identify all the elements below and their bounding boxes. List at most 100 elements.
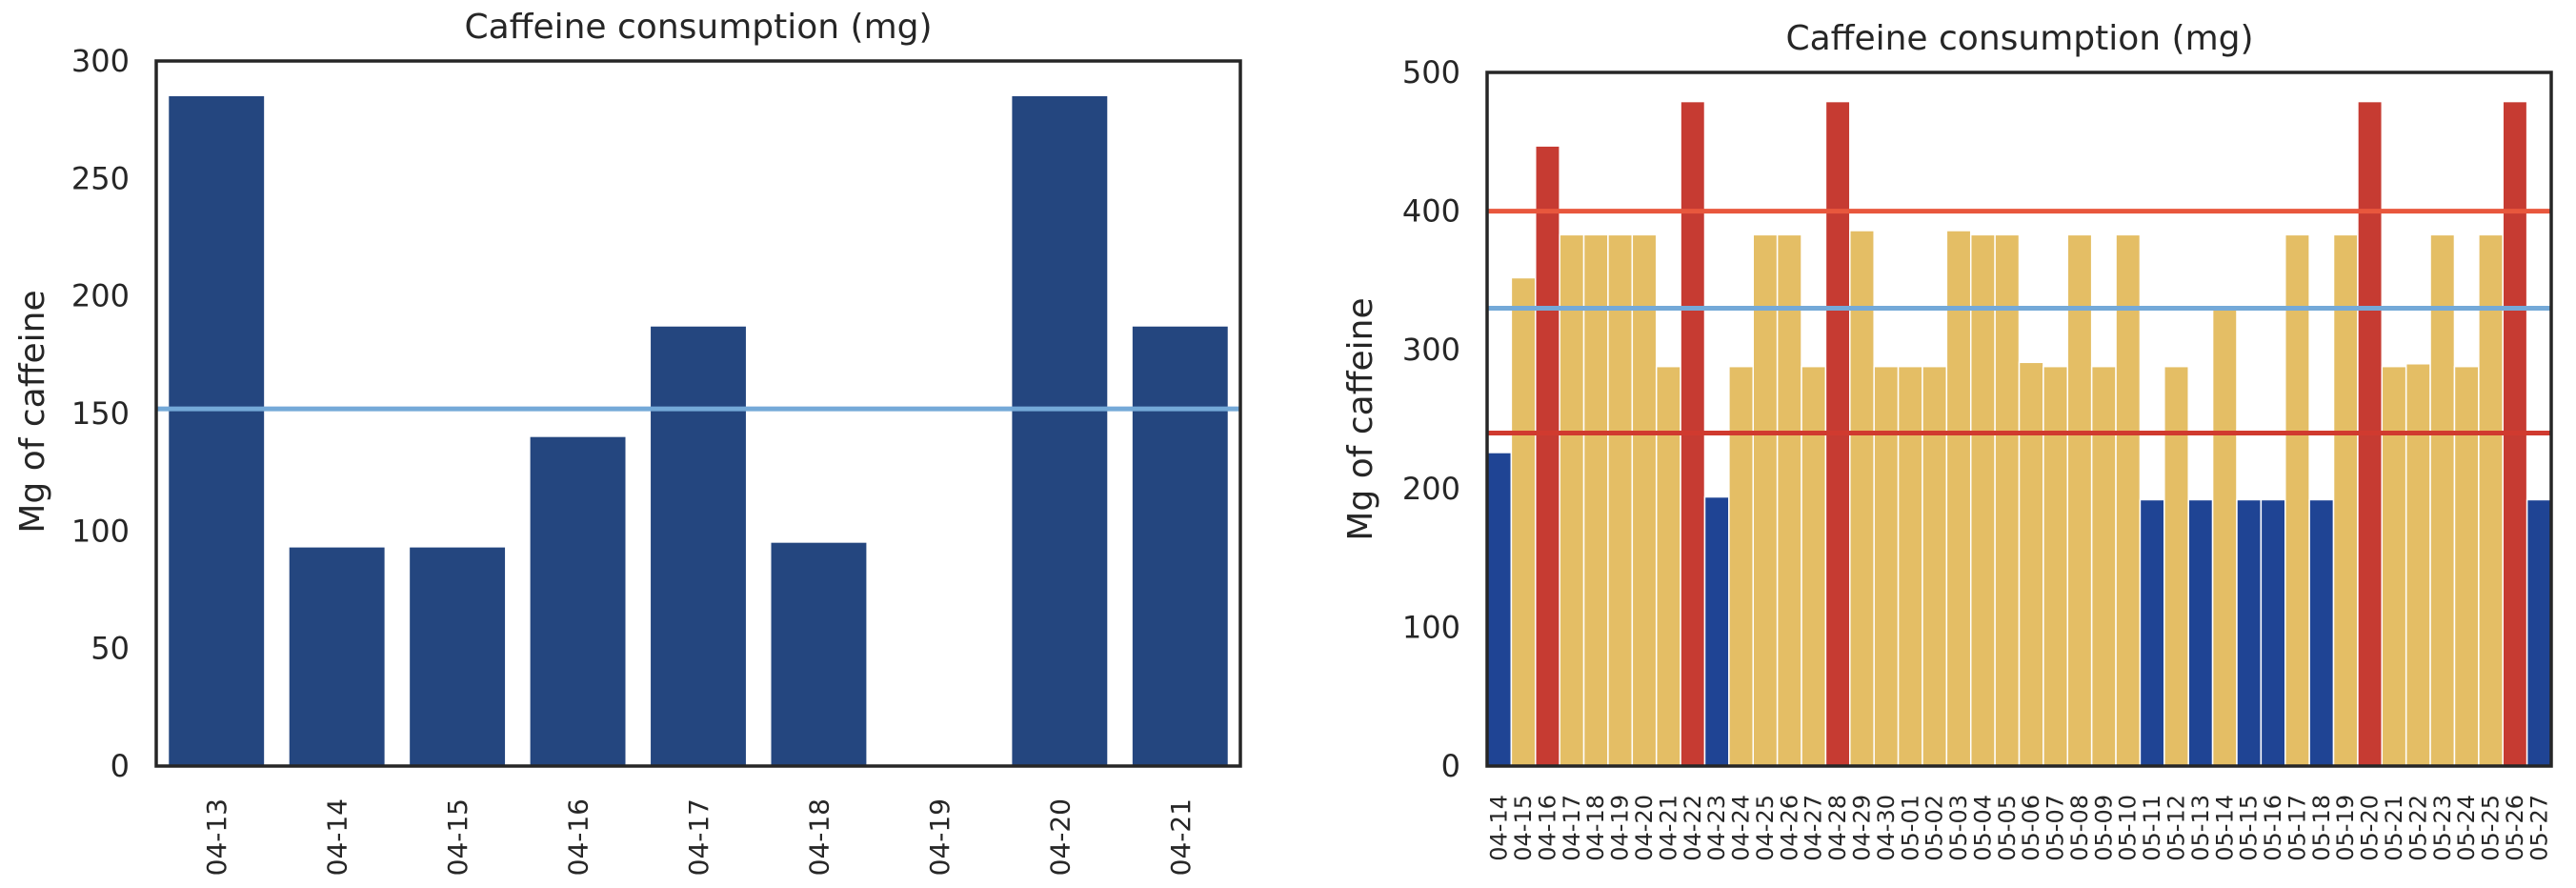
chart-left-ylabel: Mg of caffeine xyxy=(13,290,52,533)
bar-04-24 xyxy=(1728,365,1755,767)
bar-05-07 xyxy=(2043,365,2069,767)
x-tick-label: 04-22 xyxy=(1680,795,1706,861)
y-tick-label: 100 xyxy=(71,513,130,549)
x-tick-label: 05-23 xyxy=(2429,795,2456,861)
x-tick-label: 04-29 xyxy=(1848,795,1875,861)
x-tick-label: 05-02 xyxy=(1922,795,1948,861)
bar-04-29 xyxy=(1849,230,1875,767)
bar-05-04 xyxy=(1969,233,1996,767)
chart-left-title: Caffeine consumption (mg) xyxy=(464,8,932,47)
y-tick-label: 200 xyxy=(1402,471,1460,507)
bar-05-10 xyxy=(2115,233,2142,767)
bar-04-21 xyxy=(1132,326,1228,766)
x-tick-label: 05-13 xyxy=(2187,795,2214,861)
x-tick-label: 05-10 xyxy=(2115,795,2142,861)
x-tick-label: 05-24 xyxy=(2453,795,2480,861)
bar-04-19 xyxy=(1607,233,1634,767)
y-tick-label: 400 xyxy=(1402,193,1460,230)
bar-04-14 xyxy=(289,547,385,766)
x-tick-label: 05-19 xyxy=(2332,795,2359,861)
x-tick-label: 05-21 xyxy=(2381,795,2407,861)
x-tick-label: 05-22 xyxy=(2405,795,2431,861)
x-tick-label: 05-12 xyxy=(2163,795,2190,861)
bar-05-01 xyxy=(1897,365,1923,767)
bar-04-27 xyxy=(1801,365,1827,767)
bar-04-17 xyxy=(651,326,746,766)
x-tick-label: 04-19 xyxy=(924,798,956,876)
x-tick-label: 04-26 xyxy=(1776,795,1802,861)
bar-04-13 xyxy=(169,96,265,766)
bar-05-05 xyxy=(1994,233,2021,767)
chart-right-ylabel: Mg of caffeine xyxy=(1341,297,1380,540)
bar-04-23 xyxy=(1703,495,1730,767)
x-tick-label: 04-15 xyxy=(442,798,473,876)
x-tick-label: 05-17 xyxy=(2284,795,2310,861)
bar-05-12 xyxy=(2163,365,2189,767)
bar-05-27 xyxy=(2526,498,2552,767)
bar-04-16 xyxy=(1535,145,1560,767)
x-tick-label: 05-15 xyxy=(2236,795,2263,861)
chart-right-plot-area: 010020030040050004-1404-1504-1604-1704-1… xyxy=(1402,54,2553,861)
y-tick-label: 0 xyxy=(111,748,130,784)
x-tick-label: 05-26 xyxy=(2502,795,2528,861)
x-tick-label: 04-16 xyxy=(1534,795,1560,861)
x-tick-label: 04-24 xyxy=(1728,795,1755,861)
bar-05-06 xyxy=(2018,361,2044,767)
x-tick-label: 04-16 xyxy=(563,798,594,876)
x-tick-label: 04-14 xyxy=(1486,795,1513,861)
chart-left-plot-area: 0 50 100 150 200 250 300 04-13 04-14 04-15 04-16 04… xyxy=(71,43,1242,876)
bar-05-13 xyxy=(2187,498,2214,767)
bar-05-02 xyxy=(1922,365,1948,767)
bar-05-25 xyxy=(2478,233,2504,767)
bar-04-17 xyxy=(1559,233,1585,767)
x-tick-label: 05-05 xyxy=(1994,795,2021,861)
x-tick-label: 04-17 xyxy=(683,798,714,876)
bar-04-25 xyxy=(1752,233,1779,767)
x-tick-label: 04-28 xyxy=(1824,795,1851,861)
x-tick-label: 04-14 xyxy=(322,798,353,876)
x-tick-label: 04-18 xyxy=(803,798,835,876)
y-tick-label: 200 xyxy=(71,278,130,314)
x-tick-label: 04-20 xyxy=(1631,795,1658,861)
x-tick-label: 05-16 xyxy=(2260,795,2286,861)
y-tick-label: 250 xyxy=(71,160,130,196)
chart-left: Caffeine consumption (mg) Mg of caffeine… xyxy=(13,8,1242,876)
bar-04-26 xyxy=(1776,233,1802,767)
bar-05-09 xyxy=(2090,365,2117,767)
bar-05-21 xyxy=(2381,365,2407,767)
bar-05-03 xyxy=(1945,230,1972,767)
bar-05-15 xyxy=(2236,498,2263,767)
x-tick-label: 04-18 xyxy=(1582,795,1609,861)
x-tick-label: 05-01 xyxy=(1897,795,1923,861)
x-tick-label: 05-04 xyxy=(1969,795,1996,861)
x-tick-label: 04-17 xyxy=(1559,795,1585,861)
chart-right: Caffeine consumption (mg) Mg of caffeine… xyxy=(1341,19,2553,861)
y-tick-label: 150 xyxy=(71,395,130,432)
x-tick-label: 04-25 xyxy=(1752,795,1779,861)
x-tick-label: 04-20 xyxy=(1044,798,1076,876)
x-tick-label: 05-09 xyxy=(2090,795,2117,861)
x-tick-label: 04-30 xyxy=(1873,795,1900,861)
plot-frame xyxy=(1485,71,2553,768)
bar-04-21 xyxy=(1655,365,1681,767)
y-tick-label: 100 xyxy=(1402,609,1460,645)
x-tick-label: 05-27 xyxy=(2526,795,2552,861)
bar-04-30 xyxy=(1873,365,1900,767)
bar-04-15 xyxy=(1510,276,1537,767)
x-tick-label: 04-27 xyxy=(1801,795,1827,861)
x-tick-label: 05-03 xyxy=(1945,795,1972,861)
bar-05-08 xyxy=(2066,233,2093,767)
x-tick-label: 04-23 xyxy=(1703,795,1730,861)
bar-05-19 xyxy=(2332,233,2359,767)
bar-04-16 xyxy=(530,436,626,766)
bar-05-14 xyxy=(2211,304,2238,767)
bar-05-24 xyxy=(2453,365,2480,767)
bar-05-18 xyxy=(2308,498,2335,767)
y-tick-label: 300 xyxy=(1402,332,1460,368)
x-tick-label: 05-08 xyxy=(2066,795,2093,861)
bar-04-15 xyxy=(410,547,506,766)
bar-04-20 xyxy=(1012,96,1108,766)
x-tick-label: 05-25 xyxy=(2478,795,2505,861)
